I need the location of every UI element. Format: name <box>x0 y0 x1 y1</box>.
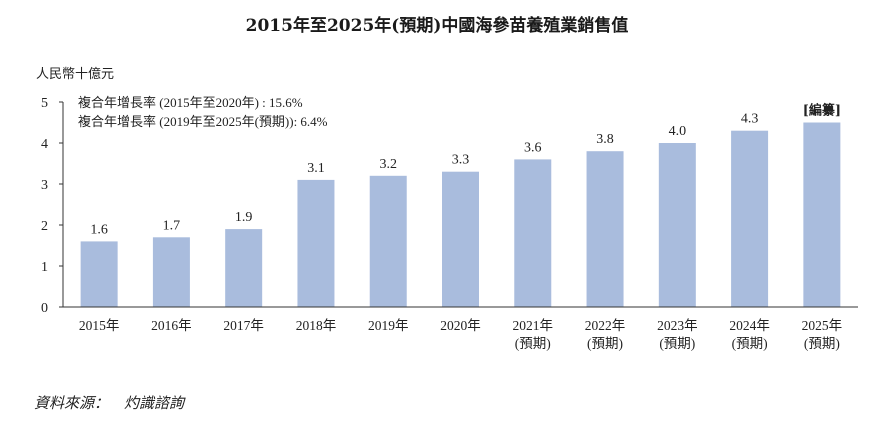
cagr-annotation: 複合年增長率 (2019年至2025年(預期)): 6.4% <box>78 114 328 129</box>
x-tick-label: 2015年 <box>79 318 120 333</box>
bar-value-label: 1.9 <box>235 210 253 225</box>
y-tick-label: 2 <box>41 219 48 234</box>
x-tick-label: (預期) <box>515 336 551 351</box>
x-tick-label: 2018年 <box>296 318 337 333</box>
bar-value-label: 3.3 <box>452 153 470 168</box>
source-note: 資料來源： 灼識諮詢 <box>34 394 186 412</box>
x-tick-label: (預期) <box>732 336 768 351</box>
bar-value-label: 4.3 <box>741 112 759 127</box>
x-tick-label: 2016年 <box>151 318 192 333</box>
bar-value-label: 1.7 <box>163 218 181 233</box>
bar-value-label: 3.1 <box>307 161 325 176</box>
bar <box>442 171 479 307</box>
bar-value-label: 3.8 <box>596 132 614 147</box>
bar <box>152 237 190 307</box>
y-tick-label: 1 <box>41 260 48 275</box>
bar-value-label: 3.2 <box>379 157 397 172</box>
bar <box>225 229 263 307</box>
bar <box>586 151 624 307</box>
bar <box>514 159 552 307</box>
bar <box>803 122 841 307</box>
x-tick-label: 2025年 <box>802 318 843 333</box>
bar-value-label: 4.0 <box>669 124 687 139</box>
x-tick-label: 2023年 <box>657 318 698 333</box>
cagr-annotation: 複合年增長率 (2015年至2020年) : 15.6% <box>78 95 303 110</box>
bar <box>80 241 118 307</box>
y-tick-label: 0 <box>41 301 48 316</box>
x-tick-label: (預期) <box>587 336 623 351</box>
y-tick-label: 3 <box>41 178 48 193</box>
bar-value-label: 3.6 <box>524 140 542 155</box>
x-tick-label: 2021年 <box>513 318 554 333</box>
x-tick-label: 2022年 <box>585 318 626 333</box>
bar <box>369 175 407 307</box>
bar <box>658 143 696 307</box>
x-tick-label: (預期) <box>804 336 840 351</box>
chart-title: 2015年至2025年(預期)中國海參苗養殖業銷售值 <box>246 15 629 36</box>
x-tick-label: 2017年 <box>223 318 264 333</box>
y-axis-unit: 人民幣十億元 <box>36 66 114 82</box>
x-tick-label: (預期) <box>659 336 695 351</box>
x-tick-label: 2024年 <box>729 318 770 333</box>
bar <box>731 130 769 307</box>
bar-value-label: [編纂] <box>803 103 841 119</box>
bar-value-label: 1.6 <box>90 222 108 237</box>
y-tick-label: 4 <box>41 137 48 152</box>
y-tick-label: 5 <box>41 96 48 111</box>
x-tick-label: 2019年 <box>368 318 409 333</box>
x-tick-label: 2020年 <box>440 318 481 333</box>
bar <box>297 179 335 307</box>
